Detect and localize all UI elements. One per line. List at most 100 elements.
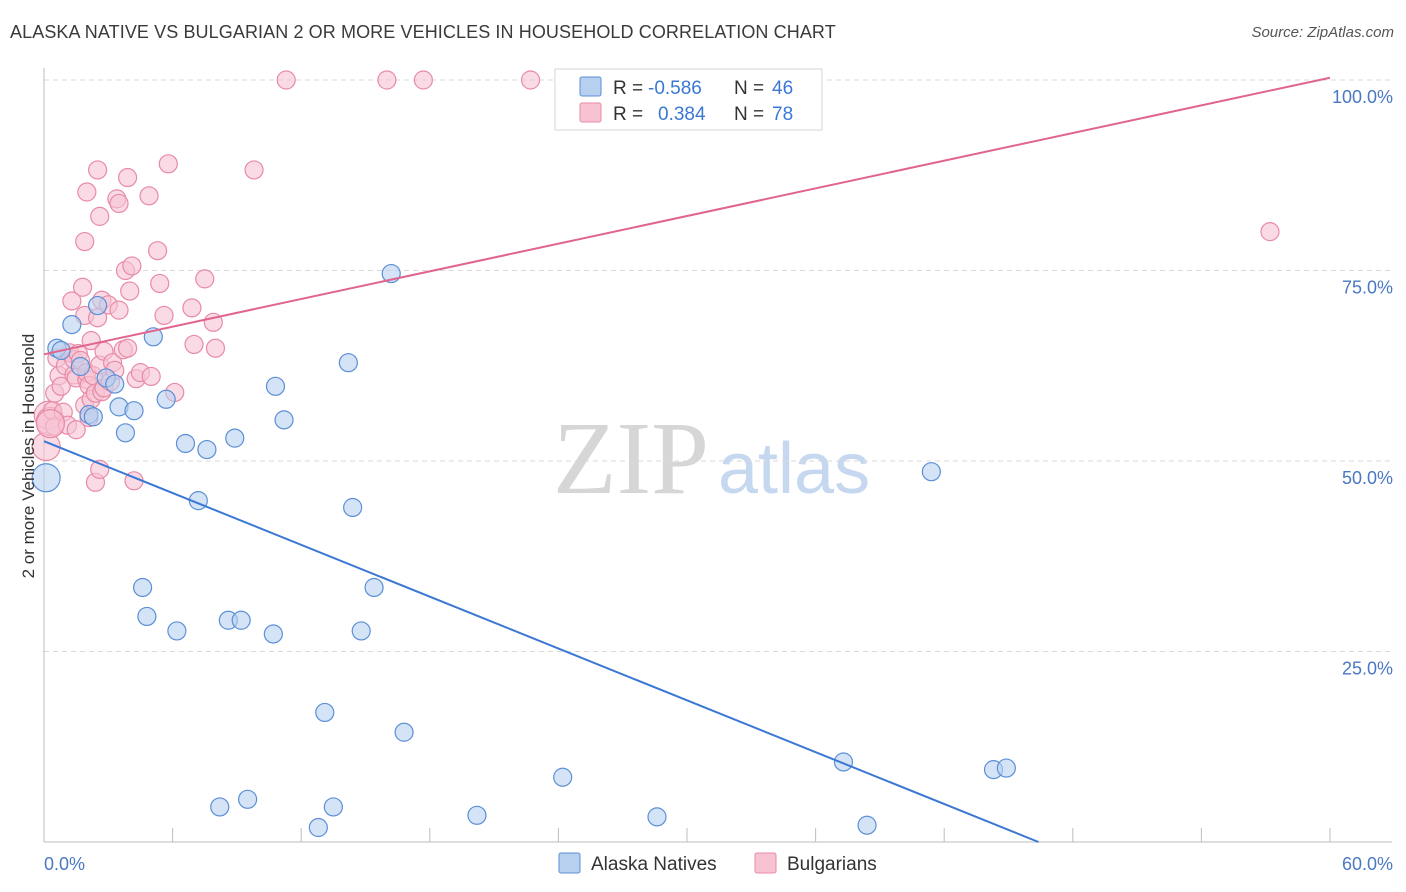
- bulgarians-point: [66, 420, 86, 440]
- alaska-natives-point: [124, 401, 144, 421]
- source-credit: Source: ZipAtlas.com: [1251, 24, 1394, 41]
- alaska-natives-trend-line: [43, 440, 1039, 843]
- alaska-natives-point: [31, 463, 61, 493]
- watermark-atlas: atlas: [718, 429, 870, 509]
- x-tick-label-max: 60.0%: [1342, 854, 1393, 874]
- alaska-natives-point: [343, 497, 363, 518]
- alaska-natives-point: [467, 805, 487, 825]
- bulgarians-point: [195, 269, 215, 289]
- alaska-natives-point: [210, 797, 230, 817]
- alaska-natives-point: [364, 577, 384, 598]
- bulgarians-point: [72, 277, 93, 297]
- bulgarians-point: [184, 334, 204, 355]
- bulgarians-point: [75, 231, 95, 252]
- alaska-natives-point: [996, 758, 1016, 778]
- trend-lines: [43, 76, 1331, 843]
- alaska-natives-point: [87, 295, 108, 316]
- bulgarians-point: [158, 154, 178, 174]
- alaska-natives-point: [351, 621, 371, 641]
- bulgarians-point: [141, 366, 161, 387]
- alaska-natives-point: [323, 797, 343, 817]
- legend-n-label-1: N =: [734, 78, 764, 99]
- alaska-natives-point: [857, 815, 877, 835]
- alaska-natives-point: [647, 807, 667, 827]
- y-tick-label: 50.0%: [1342, 468, 1393, 488]
- alaska-natives-point: [394, 722, 414, 742]
- bulgarians-point: [62, 291, 82, 311]
- legend-n-label-2: N =: [734, 104, 764, 125]
- alaska-natives-point: [263, 624, 283, 644]
- y-tick-label: 25.0%: [1342, 659, 1393, 679]
- bulgarians-point: [87, 160, 108, 180]
- alaska-natives-point: [62, 315, 82, 335]
- bulgarians-trend-line: [43, 76, 1331, 356]
- alaska-natives-point: [137, 606, 157, 627]
- legend-n-value-bulgarians: 78: [772, 104, 793, 125]
- legend-r-label-2: R =: [613, 104, 643, 125]
- alaska-natives-point: [167, 621, 187, 641]
- chart-title: ALASKA NATIVE VS BULGARIAN 2 OR MORE VEH…: [10, 22, 836, 42]
- y-tick-label: 75.0%: [1342, 278, 1393, 298]
- bulgarians-point: [377, 70, 397, 90]
- bottom-legend-swatch-alaska-natives: [558, 852, 581, 874]
- y-tick-label: 100.0%: [1332, 87, 1393, 107]
- bulgarians-point: [117, 167, 138, 188]
- bulgarians-point: [120, 281, 140, 301]
- alaska-natives-point: [921, 462, 941, 482]
- alaska-natives-point: [225, 428, 245, 448]
- alaska-natives-point: [553, 767, 573, 787]
- bulgarians-point: [150, 273, 170, 294]
- bulgarians-point: [139, 186, 159, 206]
- bulgarians-point: [244, 160, 264, 180]
- x-tick-label-min: 0.0%: [44, 854, 85, 874]
- alaska-natives-point: [833, 752, 854, 772]
- bulgarians-point: [109, 300, 129, 320]
- legend-r-label-1: R =: [613, 78, 643, 99]
- alaska-natives-point: [105, 374, 125, 394]
- bulgarians-point: [154, 305, 174, 326]
- bulgarians-point: [1260, 222, 1280, 242]
- alaska-natives-points: [31, 263, 1016, 838]
- tick-labels: 25.0% 50.0% 75.0% 100.0% 0.0% 60.0%: [44, 87, 1393, 874]
- correlation-legend: R = -0.586 N = 46 R = 0.384 N = 78: [554, 68, 823, 131]
- alaska-natives-point: [231, 610, 251, 630]
- alaska-natives-point: [132, 577, 153, 598]
- bottom-legend-label-alaska-natives: Alaska Natives: [591, 854, 717, 875]
- legend-r-value-bulgarians: 0.384: [658, 104, 706, 125]
- alaska-natives-point: [338, 353, 358, 373]
- bulgarians-point: [117, 338, 138, 358]
- alaska-natives-point: [274, 410, 294, 430]
- alaska-natives-point: [70, 356, 91, 377]
- bottom-legend-label-bulgarians: Bulgarians: [787, 854, 877, 875]
- alaska-natives-point: [197, 439, 217, 460]
- watermark-zip: ZIP: [553, 401, 709, 516]
- bulgarians-point: [147, 241, 168, 261]
- alaska-natives-point: [115, 423, 136, 443]
- series-legend: Alaska Natives Bulgarians: [558, 852, 877, 875]
- y-axis-title: 2 or more Vehicles in Household: [19, 334, 38, 579]
- bulgarians-point: [90, 206, 110, 226]
- alaska-natives-point: [83, 407, 103, 427]
- alaska-natives-point: [315, 702, 335, 723]
- alaska-natives-point: [238, 789, 258, 809]
- bulgarians-point: [122, 256, 142, 276]
- bulgarians-point: [205, 338, 226, 358]
- legend-swatch-alaska-natives: [579, 76, 602, 97]
- bulgarians-point: [182, 298, 202, 318]
- bulgarians-point: [77, 182, 97, 202]
- bulgarians-point: [109, 193, 129, 214]
- alaska-natives-point: [175, 433, 196, 454]
- legend-r-value-alaska-natives: -0.586: [648, 78, 702, 99]
- bulgarians-point: [51, 376, 71, 396]
- bulgarians-point: [276, 70, 296, 90]
- legend-n-value-alaska-natives: 46: [772, 78, 793, 99]
- alaska-natives-point: [156, 389, 176, 409]
- bottom-legend-swatch-bulgarians: [754, 852, 777, 874]
- bulgarians-point: [35, 409, 66, 439]
- alaska-natives-point: [308, 817, 328, 838]
- legend-swatch-bulgarians: [579, 102, 602, 123]
- alaska-natives-point: [265, 376, 286, 396]
- bulgarians-point: [520, 70, 541, 90]
- bulgarians-point: [413, 70, 433, 90]
